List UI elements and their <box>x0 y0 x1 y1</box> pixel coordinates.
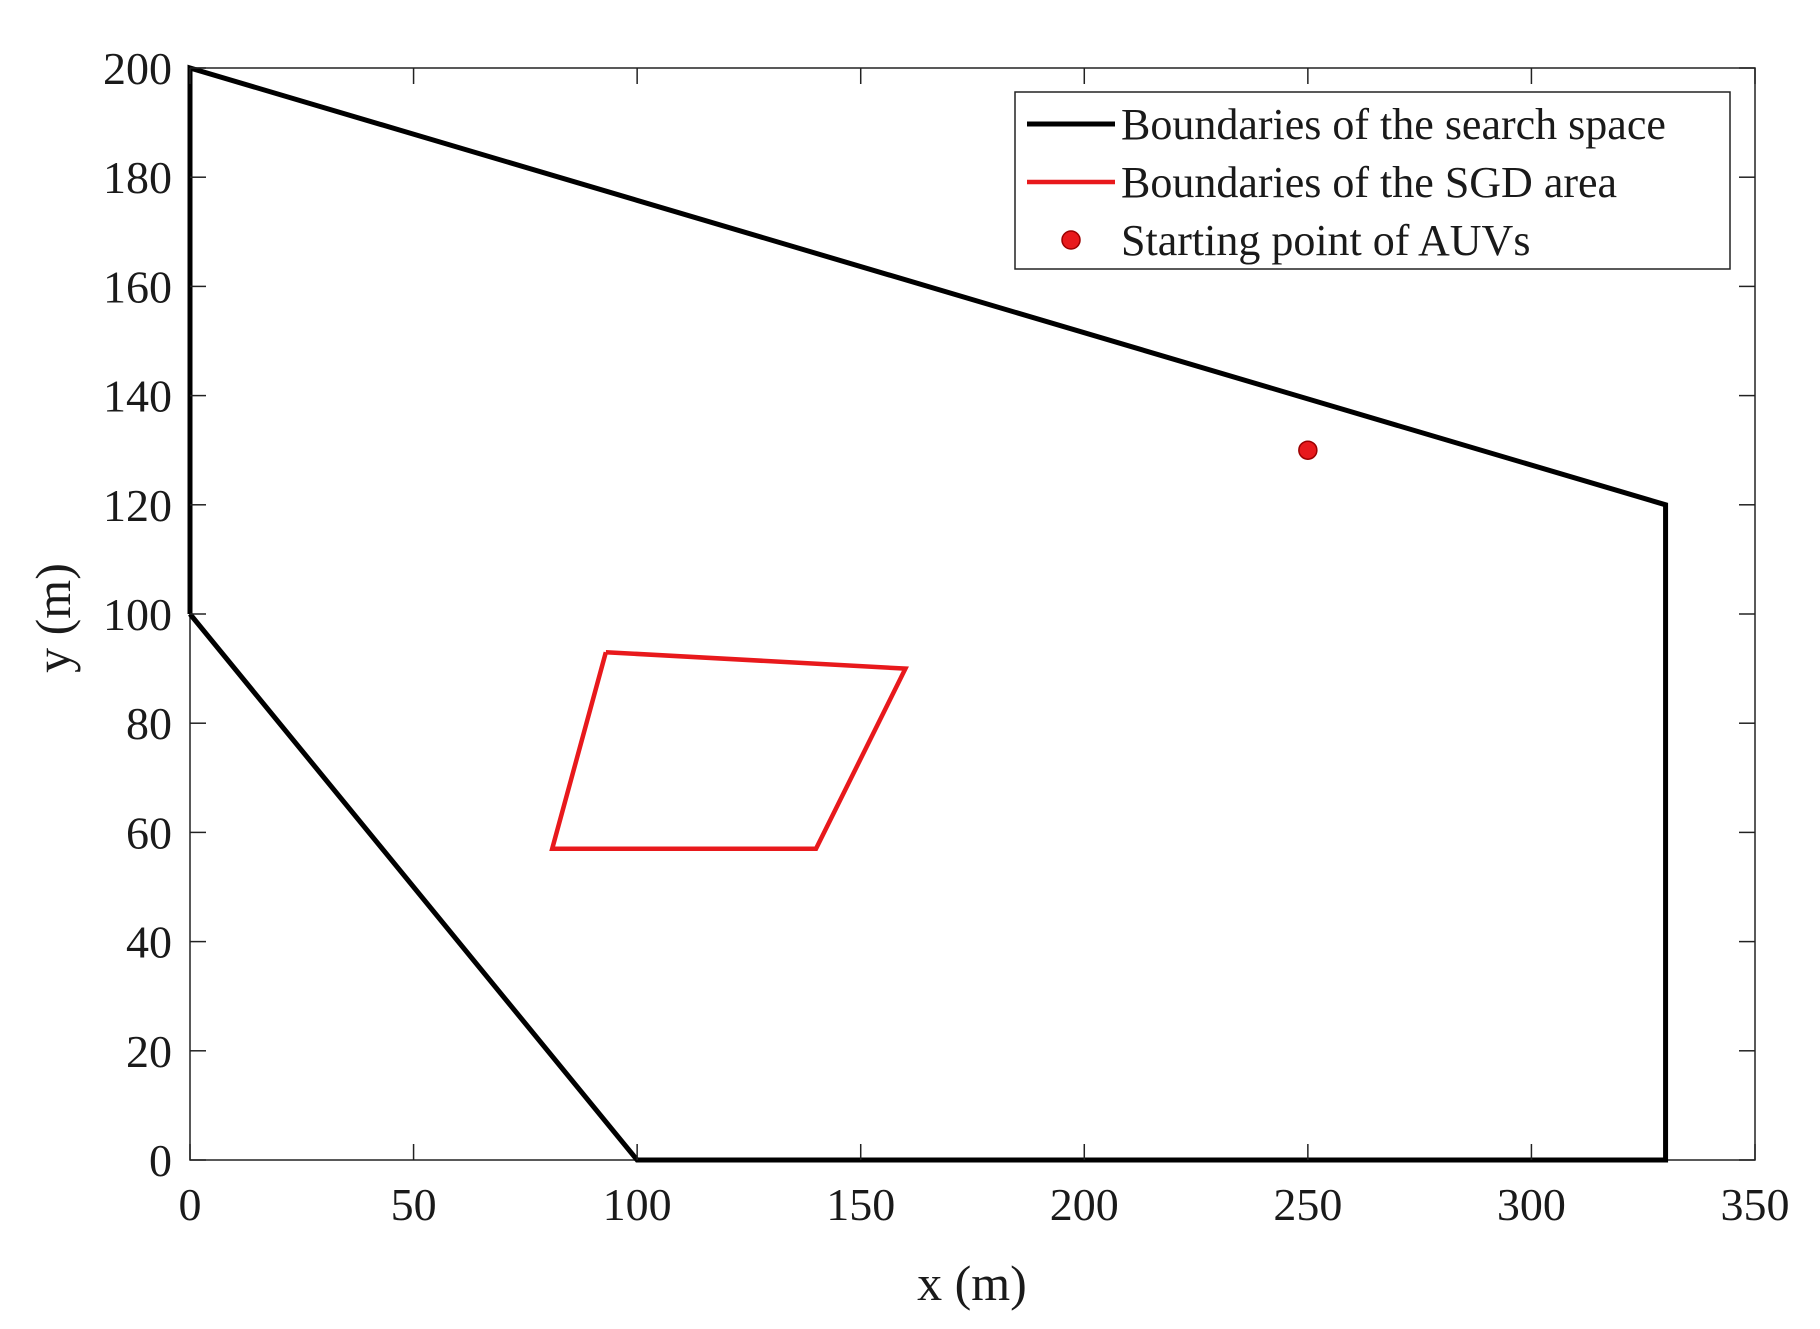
x-tick-label: 0 <box>179 1179 202 1230</box>
series-line <box>549 649 909 852</box>
legend-marker-swatch <box>1061 230 1081 250</box>
y-tick-label: 160 <box>103 261 172 312</box>
x-tick-label: 200 <box>1050 1179 1119 1230</box>
legend-entry-label: Boundaries of the SGD area <box>1121 158 1617 207</box>
y-tick-label: 100 <box>103 589 172 640</box>
y-tick-label: 140 <box>103 371 172 422</box>
legend: Boundaries of the search space Boundaries… <box>1014 91 1731 270</box>
y-tick-label: 0 <box>149 1135 172 1186</box>
legend-box <box>1014 91 1731 270</box>
x-axis: 0 50 100 150 200 250 300 350 <box>179 68 1790 1230</box>
series-line <box>187 64 1669 1163</box>
y-tick-label: 180 <box>103 152 172 203</box>
x-tick-label: 300 <box>1497 1179 1566 1230</box>
x-tick-label: 250 <box>1273 1179 1342 1230</box>
y-tick-label: 80 <box>126 698 172 749</box>
series-point <box>1298 440 1318 460</box>
x-tick-label: 150 <box>826 1179 895 1230</box>
legend-entry-label: Boundaries of the search space <box>1121 100 1666 149</box>
x-tick-label: 50 <box>391 1179 437 1230</box>
y-tick-label: 20 <box>126 1026 172 1077</box>
y-tick-label: 40 <box>126 917 172 968</box>
y-axis: 0 20 40 60 80 100 120 140 160 180 200 <box>103 43 1755 1186</box>
y-tick-label: 200 <box>103 43 172 94</box>
y-tick-label: 120 <box>103 480 172 531</box>
x-tick-label: 100 <box>603 1179 672 1230</box>
x-tick-label: 350 <box>1721 1179 1790 1230</box>
legend-entry-label: Starting point of AUVs <box>1121 216 1530 265</box>
y-axis-label: y (m) <box>25 563 81 673</box>
x-axis-label: x (m) <box>917 1255 1027 1311</box>
y-tick-label: 60 <box>126 807 172 858</box>
